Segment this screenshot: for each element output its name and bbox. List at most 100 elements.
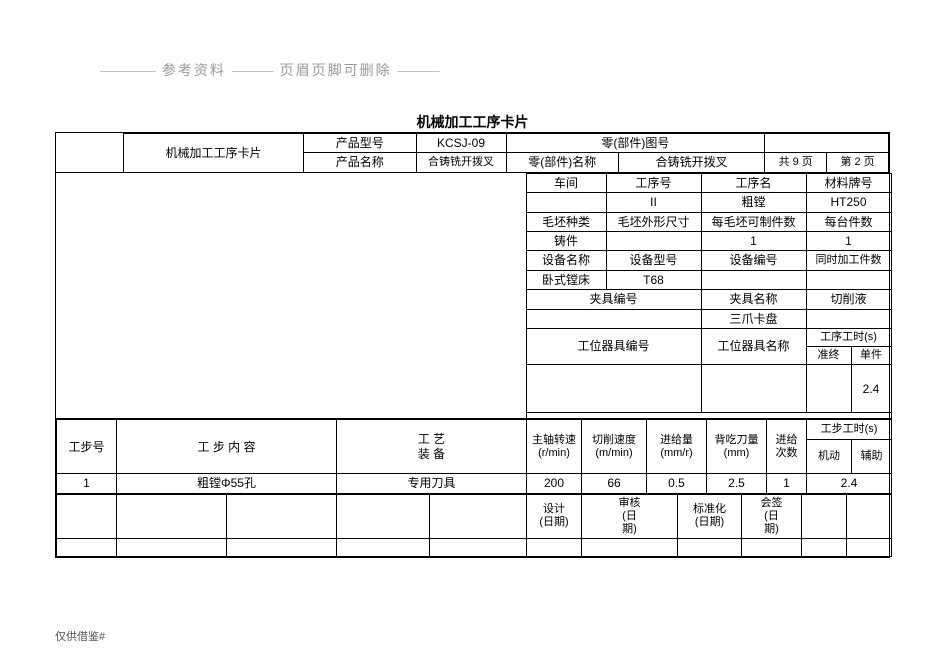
process-card: 机械加工工序卡片 产品型号 KCSJ-09 零(部件)图号 产品名称 合铸铣开拨… <box>55 132 890 558</box>
s-blank3 <box>227 494 337 539</box>
page-total: 共 9 页 <box>765 153 827 172</box>
step-tooling: 专用刀具 <box>337 474 527 493</box>
val-per-unit: 1 <box>806 231 891 250</box>
s2-4 <box>337 539 430 557</box>
page-title: 机械加工工序卡片 <box>0 112 945 132</box>
lbl-fixture-no: 夹具编号 <box>526 290 701 309</box>
s-sign: 会签 (日 期) <box>742 494 802 539</box>
dash-mid: ——— <box>232 62 274 78</box>
step-no: 1 <box>57 474 117 493</box>
lbl-part-drawing: 零(部件)图号 <box>506 134 765 153</box>
s2-10 <box>802 539 847 557</box>
step-spindle: 200 <box>527 474 582 493</box>
lbl-blank-type: 毛坯种类 <box>526 212 606 231</box>
s2-8 <box>678 539 742 557</box>
s-blank1 <box>57 494 117 539</box>
s-design: 设计 (日期) <box>527 494 582 539</box>
s-check: 审核 (日 期) <box>582 494 678 539</box>
lbl-blank-dim: 毛坯外形尺寸 <box>606 212 701 231</box>
lbl-piece-time: 单件 <box>851 347 891 365</box>
footer-note: 仅供借鉴# <box>55 628 105 644</box>
s2-9 <box>742 539 802 557</box>
h-aux-time: 辅助 <box>852 440 892 474</box>
lbl-equip-no: 设备编号 <box>701 251 806 270</box>
step-table: 工步号 工 步 内 容 工 艺 装 备 主轴转速 (r/min) 切削速度 (m… <box>56 419 892 493</box>
lbl-fixture-name: 夹具名称 <box>701 290 806 309</box>
step-cutspeed: 66 <box>582 474 647 493</box>
lbl-process-no: 工序号 <box>606 173 701 192</box>
val-piece-time: 2.4 <box>851 365 891 413</box>
lbl-setup-time: 准终 <box>806 347 851 365</box>
val-blank-type: 铸件 <box>526 231 606 250</box>
lbl-process-name: 工序名 <box>701 173 806 192</box>
lbl-process-time: 工序工时(s) <box>806 328 891 346</box>
val-per-blank: 1 <box>701 231 806 250</box>
val-part-name: 合铸铣开拨叉 <box>619 153 765 172</box>
val-process-name: 粗镗 <box>701 193 806 212</box>
h-step-no: 工步号 <box>57 420 117 474</box>
header-note-prefix: 参考资料 <box>162 62 226 78</box>
dash-right: ——— <box>398 62 440 78</box>
s-blank4 <box>337 494 430 539</box>
s-blank5 <box>430 494 527 539</box>
h-depth: 背吃刀量 (mm) <box>707 420 767 474</box>
h-feed: 进给量 (mm/r) <box>647 420 707 474</box>
step-content: 粗镗Φ55孔 <box>117 474 337 493</box>
lbl-part-name: 零(部件)名称 <box>506 153 619 172</box>
lbl-coolant: 切削液 <box>806 290 891 309</box>
lbl-per-blank: 每毛坯可制件数 <box>701 212 806 231</box>
val-simult <box>806 270 891 289</box>
val-coolant <box>806 309 891 328</box>
h-step-content: 工 步 内 容 <box>117 420 337 474</box>
lbl-equip-model: 设备型号 <box>606 251 701 270</box>
val-setup-time <box>806 365 851 413</box>
h-steptime: 工步工时(s) <box>807 420 892 440</box>
val-blank-dim <box>606 231 701 250</box>
lbl-equip-name: 设备名称 <box>526 251 606 270</box>
h-machine-time: 机动 <box>807 440 852 474</box>
step-passes: 1 <box>767 474 807 493</box>
val-product-name: 合铸铣开拨叉 <box>416 153 506 172</box>
val-product-model: KCSJ-09 <box>416 134 506 153</box>
h-spindle: 主轴转速 (r/min) <box>527 420 582 474</box>
val-equip-name: 卧式镗床 <box>526 270 606 289</box>
val-workshop <box>526 193 606 212</box>
lbl-station-tool-no: 工位器具编号 <box>526 328 701 364</box>
header-note-suffix: 页眉页脚可删除 <box>280 62 392 78</box>
val-station-tool-name <box>701 365 806 413</box>
lbl-station-tool-name: 工位器具名称 <box>701 328 806 364</box>
s2-11 <box>847 539 892 557</box>
val-station-tool-no <box>526 365 701 413</box>
lbl-product-name: 产品名称 <box>304 153 417 172</box>
val-process-no: II <box>606 193 701 212</box>
lbl-material: 材料牌号 <box>806 173 891 192</box>
top-table: 机械加工工序卡片 产品型号 KCSJ-09 零(部件)图号 产品名称 合铸铣开拨… <box>56 133 889 173</box>
step-feed: 0.5 <box>647 474 707 493</box>
page-num: 第 2 页 <box>827 153 889 172</box>
step-time: 2.4 <box>807 474 892 493</box>
h-passes: 进给 次数 <box>767 420 807 474</box>
card-title-cell: 机械加工工序卡片 <box>124 134 304 173</box>
val-fixture-name: 三爪卡盘 <box>701 309 806 328</box>
lbl-product-model: 产品型号 <box>304 134 417 153</box>
s2-5 <box>430 539 527 557</box>
s2-2 <box>117 539 227 557</box>
s-blank7 <box>847 494 892 539</box>
lbl-simult: 同时加工件数 <box>806 251 891 270</box>
header-note: ———— 参考资料 ——— 页眉页脚可删除 ——— <box>100 60 440 80</box>
h-tooling: 工 艺 装 备 <box>337 420 527 474</box>
s2-6 <box>527 539 582 557</box>
s-blank2 <box>117 494 227 539</box>
s2-7 <box>582 539 678 557</box>
s-std: 标准化 (日期) <box>678 494 742 539</box>
step-depth: 2.5 <box>707 474 767 493</box>
lbl-workshop: 车间 <box>526 173 606 192</box>
val-material: HT250 <box>806 193 891 212</box>
val-equip-no <box>701 270 806 289</box>
val-equip-model: T68 <box>606 270 701 289</box>
s2-1 <box>57 539 117 557</box>
val-fixture-no <box>526 309 701 328</box>
lbl-per-unit: 每台件数 <box>806 212 891 231</box>
sign-table: 设计 (日期) 审核 (日 期) 标准化 (日期) 会签 (日 期) <box>56 494 892 558</box>
s-blank6 <box>802 494 847 539</box>
